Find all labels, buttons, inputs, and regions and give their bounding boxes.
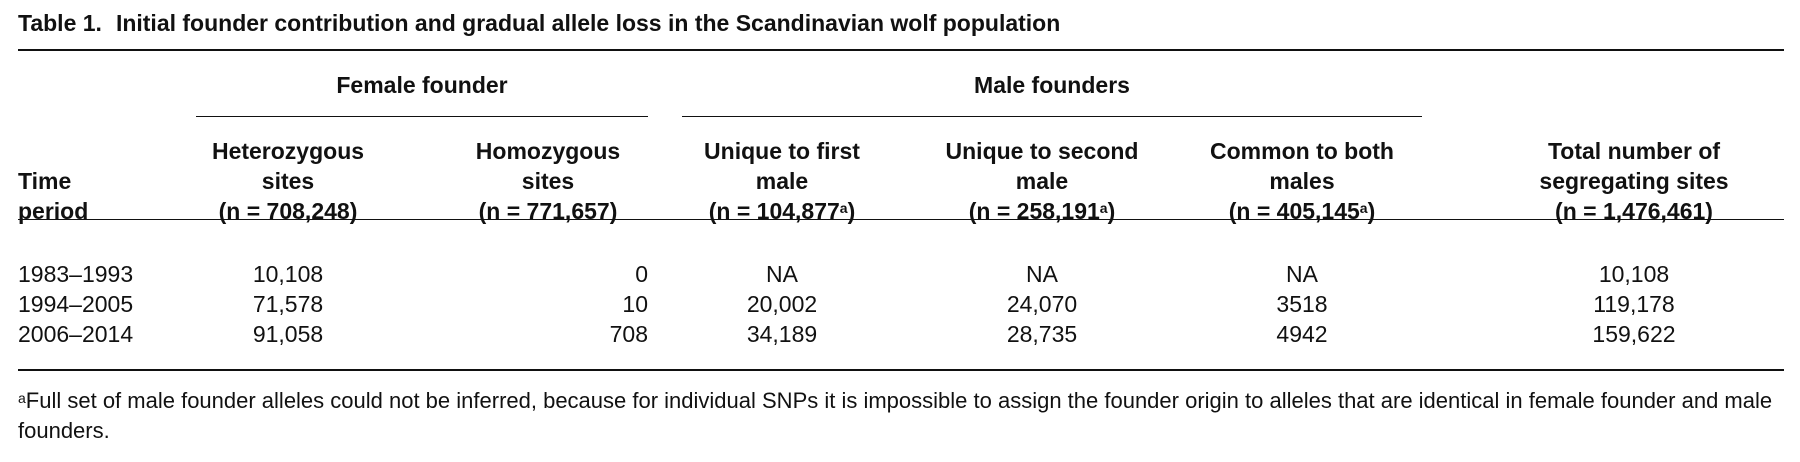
cell-homozygous: 0 [448,259,648,290]
cell-heterozygous: 10,108 [252,261,324,287]
column-header-unique-second-male: Unique to second male (n = 258,191a) [912,136,1172,226]
column-header-line: (n = 405,145a) [1172,196,1432,226]
top-rule [18,49,1784,51]
cell-unique-second: NA [1026,261,1058,287]
footnote-text: Full set of male founder alleles could n… [18,388,1773,443]
column-header-line: Unique to first [704,138,860,164]
table-title: Initial founder contribution and gradual… [115,10,1061,36]
cell-heterozygous: 71,578 [252,291,324,317]
column-header-line: Unique to second [945,138,1139,164]
cell-heterozygous: 91,058 [252,321,324,347]
cell-value: 708 [609,321,648,347]
column-header-time-period: Time period [18,166,178,226]
cell-homozygous: 708 [448,319,648,350]
column-header-line: segregating sites [1539,168,1729,194]
column-header-line: male [755,168,809,194]
cell-unique-first: 34,189 [746,321,818,347]
group-header-male-founders: Male founders [974,72,1130,98]
cell-homozygous: 10 [448,289,648,320]
table-label: Table 1. [18,10,102,36]
table-row: 1994–2005 71,578 10 20,002 24,070 3518 1… [0,289,1800,320]
header-rule [18,219,1784,220]
column-header-count: (n = 258,191 [968,198,1100,224]
column-header-heterozygous-sites: Heterozygous sites (n = 708,248) [188,136,388,226]
cell-common: NA [1286,261,1318,287]
cell-unique-second: 28,735 [1006,321,1078,347]
cell-common: 4942 [1276,321,1328,347]
column-header-count: (n = 405,145 [1228,198,1360,224]
cell-value: 10 [622,291,648,317]
cell-value: 0 [635,261,648,287]
footnote-marker: a [1099,200,1108,216]
column-header-line: sites [261,168,315,194]
column-header-common-both-males: Common to both males (n = 405,145a) [1172,136,1432,226]
column-header-line: Common to both [1210,138,1394,164]
column-header-line: period [18,198,89,224]
column-header-line: Heterozygous [211,138,365,164]
cell-time-period: 1994–2005 [18,291,134,317]
column-header-unique-first-male: Unique to first male (n = 104,877a) [672,136,892,226]
footnote-marker: a [1359,200,1368,216]
column-header-line: (n = 104,877a) [672,196,892,226]
cell-total: 159,622 [1592,321,1676,347]
female-group-rule [196,116,648,117]
column-header-line: Total number of [1547,138,1721,164]
cell-unique-first: 20,002 [746,291,818,317]
male-group-rule [682,116,1422,117]
column-header-line: males [1269,168,1335,194]
cell-time-period: 1983–1993 [18,261,134,287]
column-header-close: ) [847,198,856,224]
table-footnote: aFull set of male founder alleles could … [18,386,1788,446]
column-header-line: (n = 771,657) [478,198,618,224]
cell-total: 10,108 [1598,261,1670,287]
table-caption: Table 1. Initial founder contribution and… [18,10,1060,37]
cell-common: 3518 [1276,291,1328,317]
footnote-marker: a [839,200,848,216]
column-header-line: (n = 708,248) [218,198,358,224]
group-header-female-founder: Female founder [336,72,508,98]
column-header-count: (n = 104,877 [708,198,840,224]
bottom-rule [18,369,1784,371]
footnote-marker: a [18,390,26,406]
cell-unique-second: 24,070 [1006,291,1078,317]
column-header-line: (n = 258,191a) [912,196,1172,226]
column-header-line: Homozygous [475,138,621,164]
table-row: 2006–2014 91,058 708 34,189 28,735 4942 … [0,319,1800,350]
column-header-line: Time [18,168,72,194]
column-header-line: sites [521,168,575,194]
column-header-close: ) [1367,198,1376,224]
cell-total: 119,178 [1593,291,1675,317]
column-header-line: male [1015,168,1069,194]
column-header-homozygous-sites: Homozygous sites (n = 771,657) [448,136,648,226]
table-row: 1983–1993 10,108 0 NA NA NA 10,108 [0,259,1800,290]
cell-unique-first: NA [766,261,798,287]
column-header-close: ) [1107,198,1116,224]
column-header-line: (n = 1,476,461) [1555,198,1713,224]
cell-time-period: 2006–2014 [18,321,134,347]
column-header-total-segregating-sites: Total number of segregating sites (n = 1… [1484,136,1784,226]
